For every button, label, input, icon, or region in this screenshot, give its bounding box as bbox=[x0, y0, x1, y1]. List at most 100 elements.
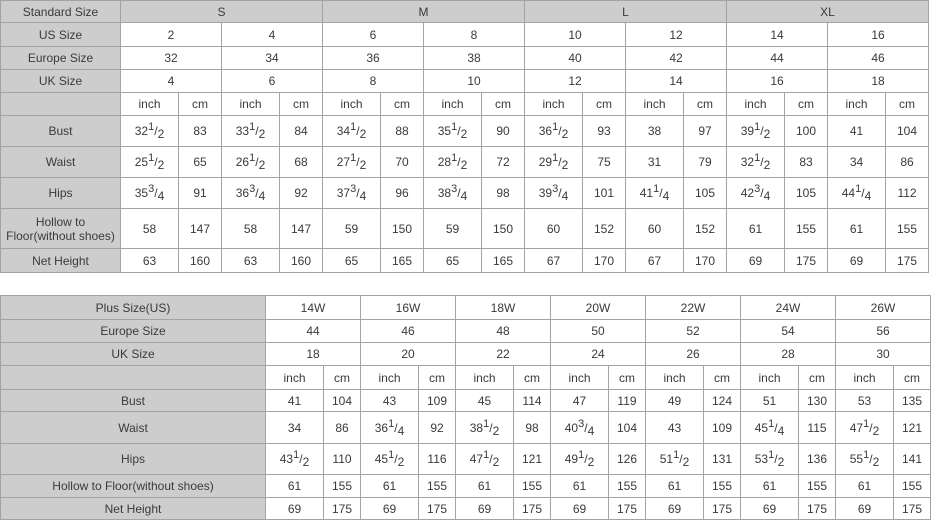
row-bust: Bust 321/2 83 331/2 84 341/2 88 351/2 90 361/2 93 3… bbox=[0, 115, 930, 147]
unit-cell: cm bbox=[893, 365, 931, 390]
value-cell: 341/2 bbox=[322, 115, 382, 147]
value-cell: 92 bbox=[418, 411, 456, 444]
value-cell: 331/2 bbox=[221, 115, 280, 147]
value-cell: 155 bbox=[798, 474, 836, 498]
value-cell: 84 bbox=[278, 115, 324, 147]
value-cell: 531/2 bbox=[740, 443, 799, 475]
value-cell: 155 bbox=[608, 474, 646, 498]
value-cell: 69 bbox=[360, 497, 419, 520]
row-standard-size: Standard Size S M L XL bbox=[0, 0, 930, 23]
unit-cell: inch bbox=[645, 365, 704, 390]
value-cell: 34 bbox=[220, 46, 324, 70]
size-header-cell: 18W bbox=[455, 295, 551, 320]
unit-cell: inch bbox=[455, 365, 514, 390]
value-cell: 61 bbox=[360, 474, 419, 498]
value-cell: 110 bbox=[323, 443, 361, 475]
value-cell: 61 bbox=[827, 208, 887, 249]
unit-cell: cm bbox=[582, 92, 627, 116]
value-cell: 83 bbox=[784, 146, 829, 178]
row-label bbox=[0, 92, 121, 116]
value-cell: 152 bbox=[582, 208, 627, 249]
value-cell: 61 bbox=[645, 474, 704, 498]
row-hollow-to-floor-without-shoes: Hollow to Floor(without shoes) 58 147 58 147… bbox=[0, 208, 930, 249]
value-cell: 353/4 bbox=[120, 177, 179, 209]
value-cell: 50 bbox=[550, 319, 646, 343]
size-header-cell: XL bbox=[726, 0, 930, 23]
value-cell: 44 bbox=[726, 46, 829, 70]
value-cell: 53 bbox=[835, 389, 894, 412]
value-cell: 92 bbox=[278, 177, 324, 209]
value-cell: 104 bbox=[608, 411, 646, 444]
value-cell: 383/4 bbox=[423, 177, 483, 209]
value-cell: 30 bbox=[835, 342, 931, 366]
value-cell: 38 bbox=[423, 46, 526, 70]
value-cell: 75 bbox=[582, 146, 627, 178]
value-cell: 121 bbox=[513, 443, 551, 475]
value-cell: 393/4 bbox=[524, 177, 584, 209]
value-cell: 451/2 bbox=[360, 443, 419, 475]
value-cell: 43 bbox=[645, 411, 704, 444]
value-cell: 175 bbox=[784, 248, 829, 273]
row-uk-size: UK Size 18 20 22 24 26 28 30 bbox=[0, 342, 931, 366]
value-cell: 65 bbox=[178, 146, 222, 178]
plus-size-table: Plus Size(US) 14W 16W 18W 20W 22W 24W 26W Europe… bbox=[0, 295, 931, 520]
value-cell: 381/2 bbox=[455, 411, 514, 444]
value-cell: 58 bbox=[221, 208, 280, 249]
value-cell: 60 bbox=[625, 208, 685, 249]
value-cell: 4 bbox=[220, 22, 324, 47]
row-hollow-to-floor-without-shoes: Hollow to Floor(without shoes) 61 155 61 155… bbox=[0, 474, 931, 498]
unit-cell: cm bbox=[380, 92, 425, 116]
value-cell: 351/2 bbox=[423, 115, 483, 147]
value-cell: 97 bbox=[683, 115, 728, 147]
row-europe-size: Europe Size 44 46 48 50 52 54 56 bbox=[0, 319, 931, 343]
value-cell: 59 bbox=[322, 208, 382, 249]
row-uk-size: UK Size 4 6 8 10 12 14 16 18 bbox=[0, 69, 930, 93]
value-cell: 60 bbox=[524, 208, 584, 249]
value-cell: 126 bbox=[608, 443, 646, 475]
unit-cell: inch bbox=[740, 365, 799, 390]
row-label bbox=[0, 365, 266, 390]
value-cell: 31 bbox=[625, 146, 685, 178]
value-cell: 135 bbox=[893, 389, 931, 412]
value-cell: 16 bbox=[726, 69, 829, 93]
row-label: Hips bbox=[0, 443, 266, 475]
unit-cell: inch bbox=[827, 92, 887, 116]
row-plus-size-us: Plus Size(US) 14W 16W 18W 20W 22W 24W 26W bbox=[0, 295, 931, 320]
value-cell: 41 bbox=[827, 115, 887, 147]
value-cell: 20 bbox=[360, 342, 456, 366]
row-label: US Size bbox=[0, 22, 121, 47]
value-cell: 363/4 bbox=[221, 177, 280, 209]
value-cell: 124 bbox=[703, 389, 741, 412]
size-header-cell: 24W bbox=[740, 295, 836, 320]
value-cell: 10 bbox=[423, 69, 526, 93]
value-cell: 105 bbox=[784, 177, 829, 209]
value-cell: 72 bbox=[481, 146, 526, 178]
unit-cell: cm bbox=[323, 365, 361, 390]
value-cell: 155 bbox=[885, 208, 930, 249]
row-label: Bust bbox=[0, 389, 266, 412]
value-cell: 61 bbox=[726, 208, 786, 249]
value-cell: 69 bbox=[645, 497, 704, 520]
value-cell: 170 bbox=[582, 248, 627, 273]
value-cell: 18 bbox=[827, 69, 930, 93]
value-cell: 96 bbox=[380, 177, 425, 209]
unit-cell: inch bbox=[221, 92, 280, 116]
value-cell: 155 bbox=[784, 208, 829, 249]
value-cell: 112 bbox=[885, 177, 930, 209]
value-cell: 114 bbox=[513, 389, 551, 412]
value-cell: 175 bbox=[798, 497, 836, 520]
value-cell: 160 bbox=[278, 248, 324, 273]
value-cell: 69 bbox=[827, 248, 887, 273]
unit-cell: inch bbox=[322, 92, 382, 116]
value-cell: 61 bbox=[455, 474, 514, 498]
value-cell: 41 bbox=[265, 389, 324, 412]
value-cell: 155 bbox=[703, 474, 741, 498]
row-hips: Hips 353/4 91 363/4 92 373/4 96 383/4 98 393/4 101… bbox=[0, 177, 930, 209]
unit-cell: cm bbox=[278, 92, 324, 116]
value-cell: 373/4 bbox=[322, 177, 382, 209]
value-cell: 6 bbox=[322, 22, 425, 47]
value-cell: 98 bbox=[513, 411, 551, 444]
value-cell: 49 bbox=[645, 389, 704, 412]
value-cell: 69 bbox=[726, 248, 786, 273]
value-cell: 16 bbox=[827, 22, 930, 47]
